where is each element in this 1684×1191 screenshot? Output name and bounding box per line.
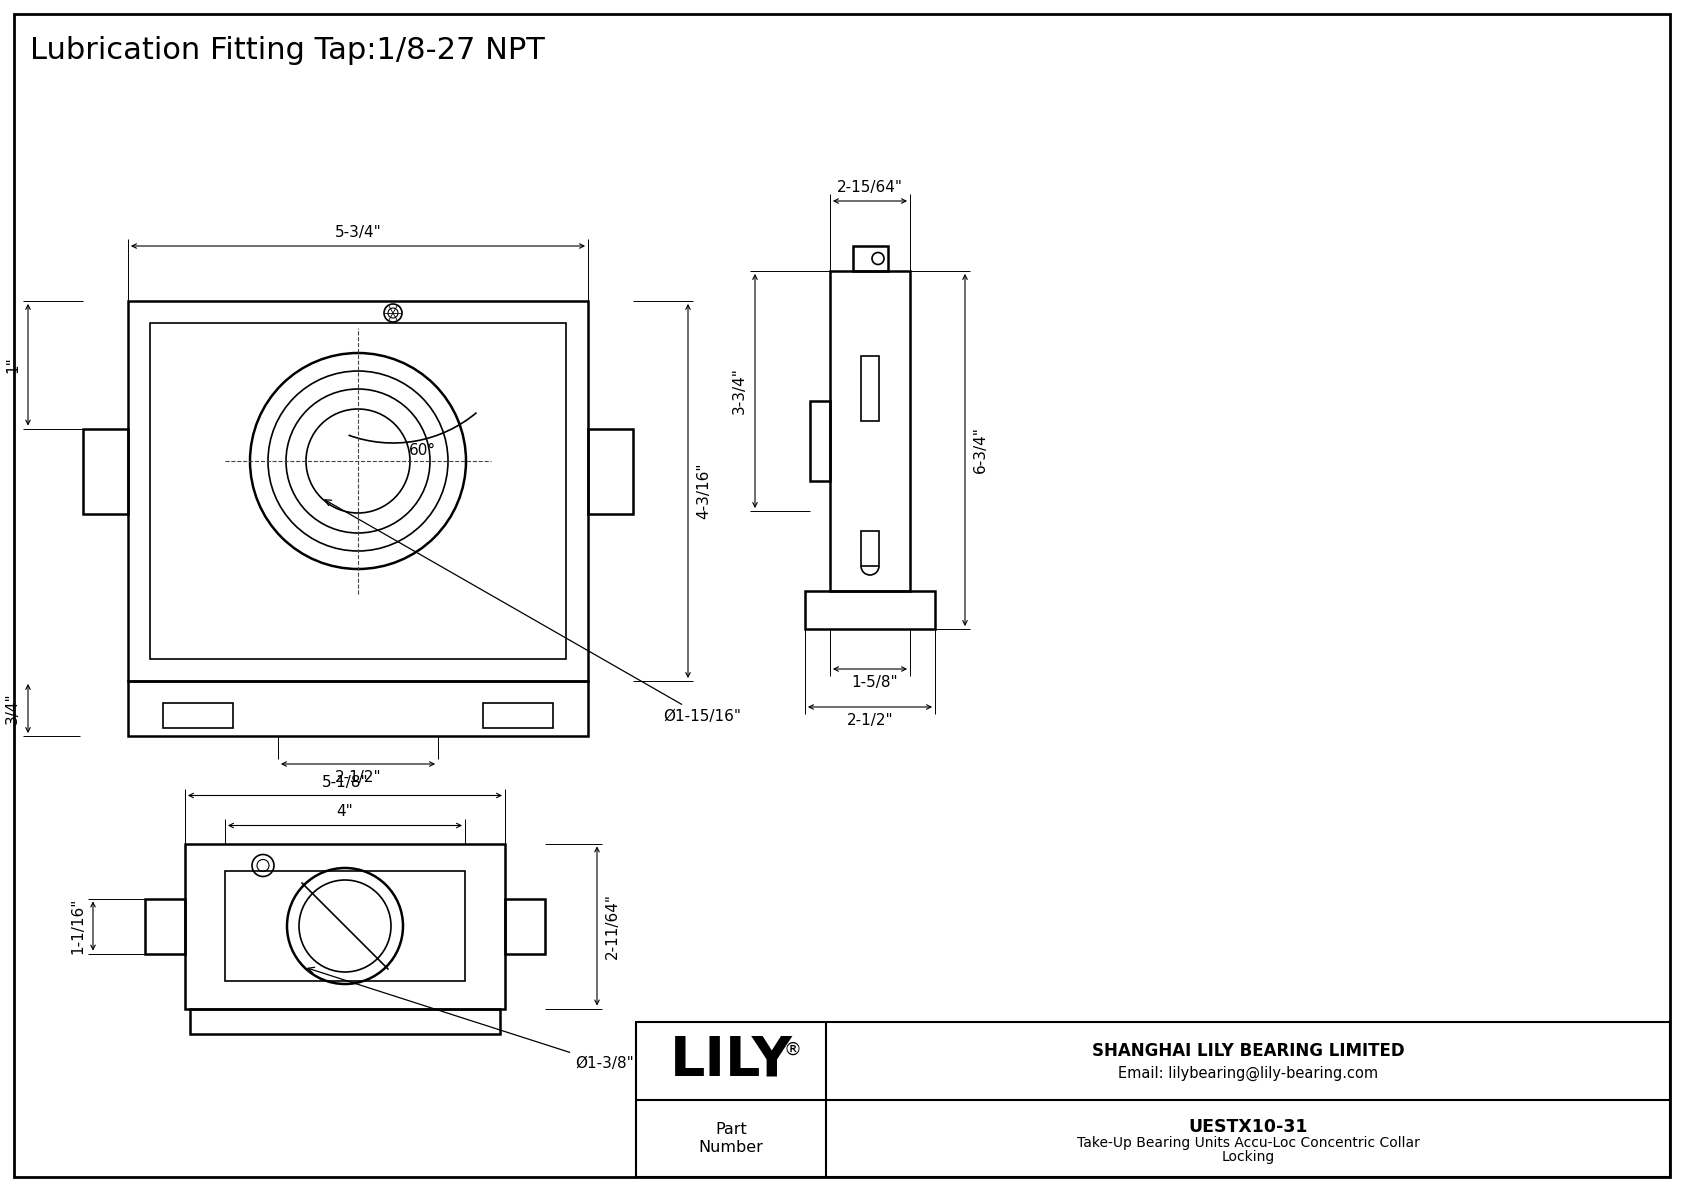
Text: 4": 4" bbox=[337, 804, 354, 819]
Text: 2-1/2": 2-1/2" bbox=[335, 771, 381, 785]
Bar bbox=[805, 591, 935, 629]
Bar bbox=[852, 247, 887, 272]
Text: 2-11/64": 2-11/64" bbox=[605, 893, 620, 959]
Text: Ø1-3/8": Ø1-3/8" bbox=[308, 967, 633, 1071]
Text: LILY: LILY bbox=[670, 1034, 793, 1089]
Text: 1-1/16": 1-1/16" bbox=[71, 898, 84, 954]
Text: SHANGHAI LILY BEARING LIMITED: SHANGHAI LILY BEARING LIMITED bbox=[1091, 1042, 1404, 1060]
Text: UESTX10-31: UESTX10-31 bbox=[1189, 1117, 1308, 1135]
Text: 2-15/64": 2-15/64" bbox=[837, 180, 903, 195]
Text: 6-3/4": 6-3/4" bbox=[973, 426, 989, 474]
Bar bbox=[810, 401, 830, 481]
Bar bbox=[83, 429, 128, 513]
Text: 5-3/4": 5-3/4" bbox=[335, 225, 381, 241]
Text: 1-5/8": 1-5/8" bbox=[852, 675, 898, 690]
Bar bbox=[588, 429, 633, 513]
Text: Locking: Locking bbox=[1221, 1149, 1275, 1164]
Bar bbox=[830, 272, 909, 591]
Bar bbox=[145, 898, 185, 954]
Text: ®: ® bbox=[783, 1041, 802, 1059]
Bar bbox=[190, 1009, 500, 1034]
Bar bbox=[505, 898, 546, 954]
Text: 3-3/4": 3-3/4" bbox=[733, 368, 748, 414]
Bar bbox=[226, 871, 465, 981]
Bar bbox=[128, 681, 588, 736]
Text: Part
Number: Part Number bbox=[699, 1122, 763, 1155]
Text: Email: lilybearing@lily-bearing.com: Email: lilybearing@lily-bearing.com bbox=[1118, 1066, 1378, 1080]
Text: 5-1/8": 5-1/8" bbox=[322, 774, 369, 790]
Text: 1": 1" bbox=[5, 356, 20, 373]
Text: 4-3/16": 4-3/16" bbox=[695, 463, 711, 519]
Bar bbox=[150, 323, 566, 659]
Text: 3/4": 3/4" bbox=[5, 693, 20, 724]
Text: 2-1/2": 2-1/2" bbox=[847, 713, 893, 728]
Bar bbox=[128, 301, 588, 681]
Bar bbox=[637, 1022, 1671, 1177]
Bar bbox=[185, 843, 505, 1009]
Bar bbox=[861, 356, 879, 420]
Text: Lubrication Fitting Tap:1/8-27 NPT: Lubrication Fitting Tap:1/8-27 NPT bbox=[30, 36, 544, 66]
Bar bbox=[861, 531, 879, 566]
Bar bbox=[483, 703, 552, 728]
Text: 60°: 60° bbox=[409, 443, 436, 457]
Text: Ø1-15/16": Ø1-15/16" bbox=[325, 500, 741, 723]
Bar bbox=[163, 703, 232, 728]
Text: Take-Up Bearing Units Accu-Loc Concentric Collar: Take-Up Bearing Units Accu-Loc Concentri… bbox=[1076, 1136, 1420, 1151]
